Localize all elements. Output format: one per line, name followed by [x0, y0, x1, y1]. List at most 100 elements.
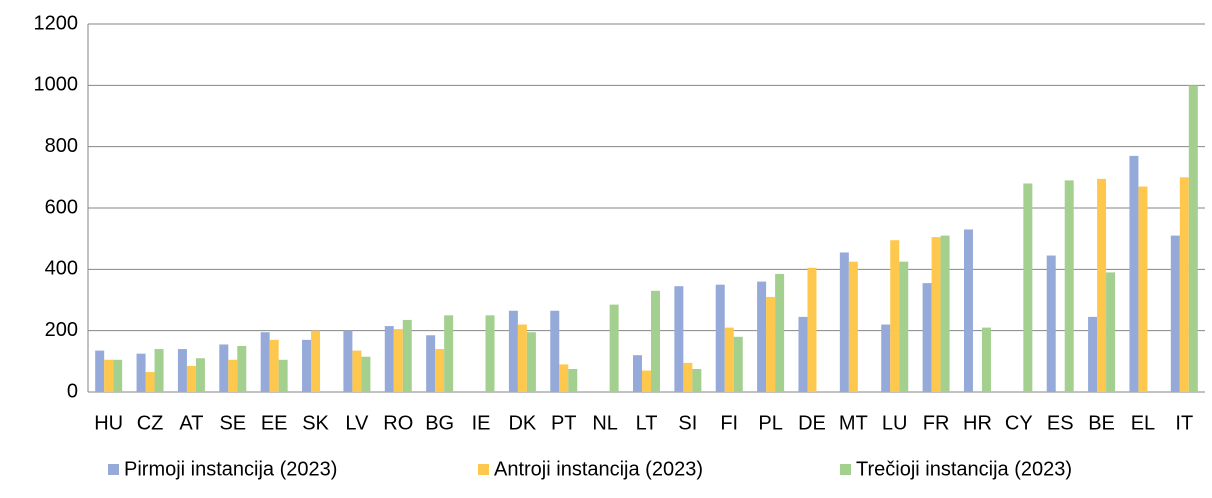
bar	[302, 339, 312, 392]
bar	[485, 315, 495, 392]
bar	[940, 235, 950, 392]
bar	[715, 284, 725, 392]
y-tick-label: 200	[45, 319, 78, 341]
x-tick-label: DK	[508, 412, 536, 434]
bar	[361, 356, 371, 392]
x-tick-label: DE	[798, 412, 826, 434]
bar	[384, 326, 394, 392]
bar	[642, 370, 651, 392]
bar	[981, 327, 991, 392]
y-tick-label: 600	[45, 196, 78, 218]
bar	[426, 335, 436, 392]
bar	[402, 319, 412, 392]
x-tick-label: FR	[923, 412, 950, 434]
x-tick-label: IE	[472, 412, 491, 434]
x-tick-label: IT	[1175, 412, 1193, 434]
bar	[104, 359, 114, 392]
x-tick-label: EL	[1131, 412, 1155, 434]
bar	[1179, 177, 1189, 392]
x-tick-label: HR	[963, 412, 992, 434]
x-tick-label: PT	[551, 412, 577, 434]
legend-label: Antroji instancija (2023)	[494, 458, 703, 480]
bar	[136, 353, 146, 392]
bar	[526, 332, 536, 392]
bar	[186, 365, 196, 392]
bar	[609, 304, 619, 392]
bar	[393, 329, 403, 392]
legend-label: Trečioji instancija (2023)	[856, 458, 1072, 480]
bar	[228, 359, 238, 392]
bar	[435, 349, 445, 392]
x-tick-label: LT	[636, 412, 658, 434]
bar	[633, 355, 642, 392]
bar	[113, 359, 123, 392]
bar	[798, 316, 808, 392]
bar	[757, 281, 767, 392]
bar	[219, 344, 229, 392]
bar	[95, 350, 105, 392]
x-tick-label: NL	[592, 412, 618, 434]
bar	[343, 330, 353, 392]
x-tick-label: ES	[1047, 412, 1074, 434]
bar	[692, 369, 702, 392]
bar	[1064, 180, 1074, 392]
bar	[195, 358, 205, 392]
x-tick-label: SK	[302, 412, 329, 434]
bar	[508, 310, 518, 392]
bar	[1088, 316, 1098, 392]
x-tick-label: CY	[1005, 412, 1033, 434]
bar	[922, 283, 932, 392]
bar	[931, 237, 941, 392]
x-tick-label: BG	[425, 412, 454, 434]
y-tick-label: 800	[45, 135, 78, 157]
bar	[559, 364, 569, 392]
legend-swatch	[108, 464, 119, 475]
bar	[848, 261, 858, 392]
x-tick-label: PL	[758, 412, 782, 434]
x-tick-label: HU	[94, 412, 123, 434]
x-tick-label: LU	[882, 412, 908, 434]
y-tick-label: 0	[67, 380, 78, 402]
bar	[1097, 178, 1107, 392]
bar	[145, 372, 155, 392]
bar	[963, 229, 973, 392]
bar	[260, 332, 270, 392]
bar	[881, 324, 891, 392]
legend-swatch	[840, 464, 851, 475]
bar	[154, 349, 164, 392]
bar	[775, 273, 785, 392]
bar	[890, 240, 900, 392]
x-tick-label: SE	[219, 412, 246, 434]
bar	[651, 290, 660, 392]
bar	[1138, 186, 1148, 392]
bar	[724, 327, 734, 392]
bar	[1046, 255, 1056, 392]
bar	[517, 324, 527, 392]
x-tick-label: MT	[839, 412, 868, 434]
x-tick-label: LV	[345, 412, 369, 434]
bar	[237, 346, 247, 392]
legend-swatch	[478, 464, 489, 475]
bar	[1129, 155, 1139, 392]
bar	[766, 296, 776, 392]
bar	[311, 330, 321, 392]
y-tick-label: 400	[45, 258, 78, 280]
x-tick-label: RO	[383, 412, 413, 434]
bar	[733, 336, 743, 392]
bar	[807, 267, 817, 392]
bar	[278, 359, 288, 392]
x-tick-label: SI	[678, 412, 697, 434]
bar	[1188, 85, 1198, 392]
bar	[899, 261, 909, 392]
bar	[444, 315, 454, 392]
bar	[352, 350, 362, 392]
bar	[177, 349, 187, 392]
x-tick-label: FI	[720, 412, 738, 434]
bar	[1170, 235, 1180, 392]
bar	[1023, 183, 1033, 392]
bar	[674, 286, 684, 392]
bar	[550, 310, 560, 392]
bar	[269, 339, 279, 392]
bar	[839, 252, 849, 392]
